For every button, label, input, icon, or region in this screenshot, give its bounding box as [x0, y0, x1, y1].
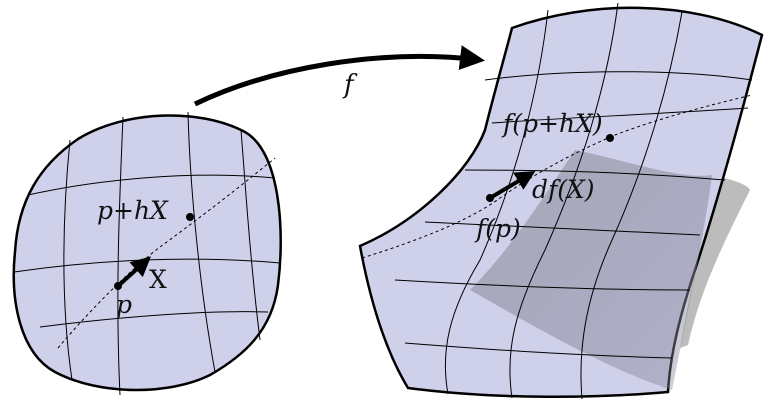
surface-image-curve: [361, 94, 753, 259]
point-f-p-plus-hx: [606, 134, 614, 142]
label-p-plus-hx: p+hX: [97, 196, 169, 225]
domain-boundary: [12, 114, 282, 392]
label-map-f: f: [342, 70, 358, 100]
point-p-plus-hx: [186, 213, 194, 221]
surface-shading: [470, 150, 712, 390]
label-x: X: [149, 265, 167, 294]
domain-grid-lines: [13, 111, 281, 396]
label-f-p-plus-hx: f(p+hX): [501, 109, 603, 138]
label-df-x: df(X): [532, 175, 595, 204]
label-f-p: f(p): [474, 214, 521, 243]
image-surface: f(p+hX) df(X) f(p): [358, 2, 764, 400]
tangent-vector-x: [116, 256, 151, 288]
label-p: p: [116, 290, 132, 319]
surface-grid-lines: [394, 2, 753, 400]
tangent-vector-df-x: [488, 170, 536, 200]
map-arrow-group: f: [193, 45, 485, 107]
domain-region: p+hX X p: [12, 111, 282, 396]
map-arrow: [193, 45, 485, 107]
surface-back-shadow: [680, 175, 750, 348]
